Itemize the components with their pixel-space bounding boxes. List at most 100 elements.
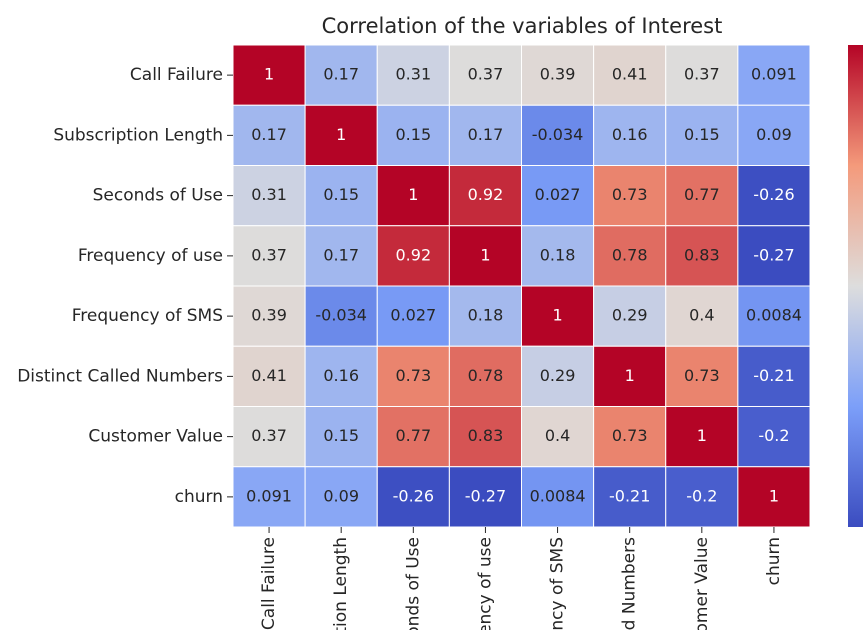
heatmap-cell <box>665 225 739 287</box>
heatmap-cell <box>521 285 595 347</box>
cell-label: 0.37 <box>251 426 287 445</box>
heatmap-cell <box>665 406 739 468</box>
heatmap-cell <box>593 44 667 106</box>
x-tick-label: Subscription Length <box>331 537 351 630</box>
heatmap-cell <box>448 104 522 166</box>
cell-label: 1 <box>697 426 707 445</box>
heatmap-cell <box>737 406 811 468</box>
cell-label: -0.26 <box>393 486 434 505</box>
cell-label: 0.37 <box>684 65 720 84</box>
heatmap-cell <box>304 104 378 166</box>
cell-label: 0.0084 <box>530 486 586 505</box>
heatmap-cell <box>593 406 667 468</box>
heatmap-cell <box>593 165 667 227</box>
heatmap-cell <box>521 406 595 468</box>
cell-label: 1 <box>408 185 418 204</box>
cell-label: -0.27 <box>753 245 794 264</box>
y-tick-label: Customer Value <box>88 427 223 447</box>
heatmap-cell <box>737 285 811 347</box>
cell-label: 1 <box>769 486 779 505</box>
cell-label: 0.15 <box>684 125 720 144</box>
heatmap-cell <box>737 44 811 106</box>
cell-label: 0.73 <box>396 366 432 385</box>
colorbar <box>848 45 863 527</box>
heatmap-cell <box>304 44 378 106</box>
cell-label: 0.16 <box>612 125 648 144</box>
cell-label: 0.17 <box>468 125 504 144</box>
cell-label: -0.034 <box>532 125 584 144</box>
cell-label: 0.31 <box>251 185 287 204</box>
heatmap-cell <box>376 345 450 407</box>
heatmap-cell <box>376 44 450 106</box>
cell-label: 0.29 <box>540 366 576 385</box>
cell-label: 1 <box>480 245 490 264</box>
cell-label: 0.09 <box>323 486 359 505</box>
cell-label: -0.26 <box>753 185 794 204</box>
x-tick-label: Customer Value <box>692 537 712 630</box>
cell-label: 0.091 <box>246 486 292 505</box>
heatmap-cell <box>665 285 739 347</box>
heatmap-cell <box>232 406 306 468</box>
x-tick-label: Seconds of Use <box>403 537 423 630</box>
cell-label: 0.37 <box>251 245 287 264</box>
y-tick-label: Distinct Called Numbers <box>17 366 223 386</box>
cell-label: 0.77 <box>684 185 720 204</box>
cell-label: 0.17 <box>323 65 359 84</box>
heatmap-cell <box>448 165 522 227</box>
heatmap-cell <box>521 345 595 407</box>
cell-label: -0.27 <box>465 486 506 505</box>
cell-label: 0.83 <box>684 245 720 264</box>
cell-label: 0.83 <box>468 426 504 445</box>
y-tick-label: Subscription Length <box>53 125 223 145</box>
heatmap-cell <box>304 406 378 468</box>
heatmap-cell <box>376 466 450 528</box>
heatmap-cell <box>521 165 595 227</box>
heatmap-cell <box>521 225 595 287</box>
cell-label: 0.92 <box>396 245 432 264</box>
y-tick-label: Frequency of use <box>78 246 223 266</box>
heatmap-cell <box>448 225 522 287</box>
cell-label: 0.31 <box>396 65 432 84</box>
heatmap-cell <box>737 104 811 166</box>
cell-label: -0.034 <box>315 306 367 325</box>
heatmap-cell <box>737 165 811 227</box>
heatmap-cell <box>665 165 739 227</box>
cell-label: 0.027 <box>390 306 436 325</box>
cell-label: 0.78 <box>468 366 504 385</box>
cell-label: 1 <box>264 65 274 84</box>
cell-label: 0.41 <box>612 65 648 84</box>
cell-label: 0.4 <box>689 306 714 325</box>
cell-label: 0.4 <box>545 426 570 445</box>
cell-label: 0.73 <box>612 185 648 204</box>
cell-label: 0.39 <box>540 65 576 84</box>
heatmap-cell <box>232 44 306 106</box>
heatmap-cell <box>376 225 450 287</box>
cell-label: 0.15 <box>396 125 432 144</box>
cell-label: 0.77 <box>396 426 432 445</box>
y-tick-label: Call Failure <box>130 65 223 85</box>
heatmap-cell <box>593 104 667 166</box>
cell-label: 0.09 <box>756 125 792 144</box>
cell-label: 0.15 <box>323 185 359 204</box>
cell-label: 0.29 <box>612 306 648 325</box>
cell-label: 0.18 <box>540 245 576 264</box>
cell-label: 0.39 <box>251 306 287 325</box>
cell-label: 1 <box>336 125 346 144</box>
y-tick-label: Frequency of SMS <box>72 306 223 326</box>
x-tick-label: Frequency of SMS <box>548 537 568 630</box>
heatmap-cell <box>376 165 450 227</box>
x-tick-label: Frequency of use <box>475 537 495 630</box>
heatmap-cell <box>448 44 522 106</box>
cell-label: 0.18 <box>468 306 504 325</box>
cell-label: 0.78 <box>612 245 648 264</box>
chart-title: Correlation of the variables of Interest <box>322 14 723 38</box>
cell-label: 0.41 <box>251 366 287 385</box>
cell-label: 1 <box>552 306 562 325</box>
cell-label: 0.17 <box>251 125 287 144</box>
cell-label: 0.027 <box>535 185 581 204</box>
y-tick-label: churn <box>175 487 223 507</box>
cell-label: 0.73 <box>612 426 648 445</box>
cell-label: 0.37 <box>468 65 504 84</box>
